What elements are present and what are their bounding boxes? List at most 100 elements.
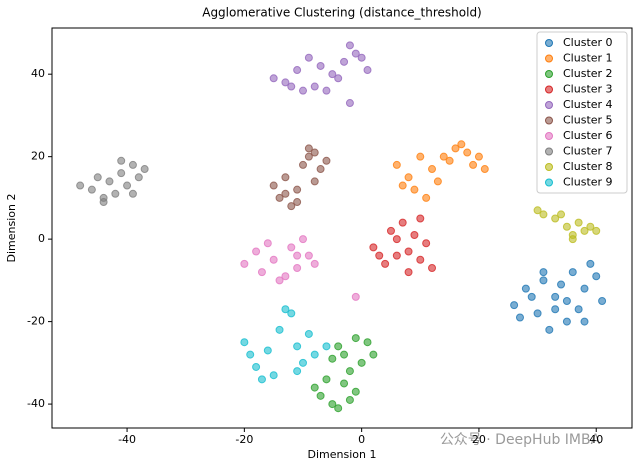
point — [392, 235, 401, 244]
point — [310, 82, 319, 91]
point — [334, 74, 343, 83]
point — [410, 231, 419, 240]
point — [240, 259, 249, 268]
legend-label: Cluster 5 — [563, 114, 613, 127]
point — [521, 284, 530, 293]
point — [392, 251, 401, 260]
legend-label: Cluster 7 — [563, 145, 613, 158]
point — [539, 268, 548, 277]
point — [287, 202, 296, 211]
point — [533, 309, 542, 318]
point — [322, 156, 331, 165]
point — [592, 272, 601, 281]
point — [287, 243, 296, 252]
point — [328, 70, 337, 79]
point — [304, 251, 313, 260]
point — [551, 305, 560, 314]
point — [293, 264, 302, 272]
point — [269, 74, 278, 83]
legend-label: Cluster 2 — [563, 67, 613, 80]
point — [533, 206, 542, 215]
point — [416, 152, 425, 161]
x-tick-label: -20 — [235, 433, 253, 446]
x-tick-label: 20 — [472, 433, 486, 446]
point — [293, 185, 302, 194]
point — [281, 272, 290, 281]
point — [275, 325, 284, 334]
point — [381, 259, 390, 268]
point — [322, 342, 331, 351]
point — [252, 247, 261, 256]
x-tick-label: 0 — [358, 433, 365, 446]
point — [551, 214, 560, 223]
point — [111, 189, 120, 198]
legend-label: Cluster 1 — [563, 52, 613, 65]
legend-marker — [545, 116, 553, 125]
point — [422, 239, 431, 248]
point — [345, 41, 354, 50]
legend-label: Cluster 8 — [563, 160, 613, 173]
point — [128, 189, 137, 198]
point — [428, 264, 437, 272]
point — [93, 173, 102, 182]
point — [257, 375, 266, 384]
point — [510, 301, 519, 310]
chart-title: Agglomerative Clustering (distance_thres… — [202, 6, 482, 20]
point — [363, 66, 372, 75]
point — [580, 284, 589, 293]
legend-box — [536, 31, 628, 194]
point — [404, 173, 413, 182]
point — [363, 338, 372, 347]
point — [316, 391, 325, 400]
point — [404, 247, 413, 256]
point — [334, 342, 343, 351]
point — [451, 144, 460, 153]
point — [586, 222, 595, 231]
legend-marker — [545, 39, 553, 47]
point — [568, 268, 577, 277]
point — [316, 165, 325, 174]
point — [299, 160, 308, 169]
point — [322, 375, 331, 384]
legend-label: Cluster 9 — [563, 176, 613, 189]
point — [422, 193, 431, 202]
point — [392, 160, 401, 169]
point — [463, 148, 472, 157]
point — [592, 226, 601, 235]
point — [281, 189, 290, 198]
point — [299, 86, 308, 95]
point — [357, 358, 366, 367]
point — [410, 185, 419, 194]
plot-frame — [51, 27, 633, 429]
point — [310, 177, 319, 186]
point — [457, 140, 466, 149]
legend-marker — [545, 85, 553, 94]
point — [375, 251, 384, 260]
point — [287, 309, 296, 318]
y-tick-label: 40 — [31, 67, 45, 80]
point — [574, 218, 583, 227]
point — [304, 152, 313, 161]
point — [580, 226, 589, 235]
point — [328, 400, 337, 409]
point — [551, 292, 560, 301]
point — [439, 152, 448, 161]
point — [562, 296, 571, 305]
legend-marker — [545, 147, 553, 156]
watermark: 公众号 · DeepHub IMBA — [440, 432, 601, 448]
point — [269, 371, 278, 380]
point — [310, 383, 319, 392]
point — [474, 152, 483, 161]
x-tick-label: 40 — [589, 433, 603, 446]
point — [117, 169, 126, 178]
point — [293, 198, 302, 207]
point — [275, 193, 284, 202]
point — [246, 350, 255, 359]
point — [293, 251, 302, 260]
point — [345, 367, 354, 376]
legend-marker — [545, 163, 553, 171]
point — [322, 86, 331, 95]
point — [140, 165, 149, 174]
point — [293, 66, 302, 75]
point — [293, 342, 302, 351]
